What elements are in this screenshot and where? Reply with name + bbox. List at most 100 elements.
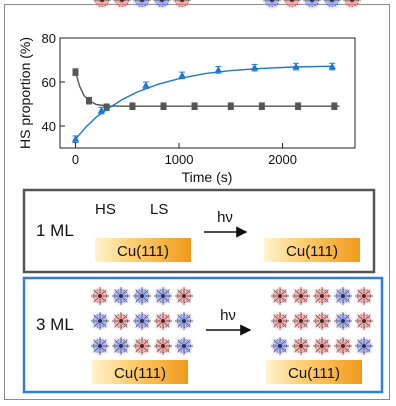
ligand-arm [323,339,329,345]
ligand-arm [281,314,287,320]
ligand-arm [302,339,308,345]
ligand-arm [273,339,279,345]
ligand-arm [114,297,120,303]
molecule-hs [353,285,375,307]
ligand-arm [177,347,183,353]
molecule-ls [152,285,174,307]
metal-center [362,294,366,298]
substrate-before-1ml [95,238,191,262]
molecule-hs [269,310,291,332]
metal-center [320,319,324,323]
ligand-arm [135,347,141,353]
ligand-arm [164,297,170,303]
ligand-shell [325,0,339,7]
molecule-ls [89,310,111,332]
metal-center [278,344,282,348]
metal-center [341,344,345,348]
molecule-ls [173,335,195,357]
ligand-arm [336,339,342,345]
molecule-hs [290,335,312,357]
substrate-label-before-3ml: Cu(111) [114,365,166,382]
data-point [191,103,198,110]
ligand-shell [115,0,129,7]
metal-center [320,294,324,298]
ligand-shell [285,0,299,7]
molecule-hs [110,310,132,332]
ligand-arm [143,297,149,303]
molecule-ls [301,0,323,11]
y-axis-label: HS proportion (%) [17,37,33,149]
molecule-ls [131,0,153,11]
substrate-after-1ml [264,238,360,262]
ligand-arm [93,347,99,353]
ligand-arm [315,347,321,353]
ligand-shell [265,0,279,7]
ligand-arm [273,347,279,353]
panel-3ml: 3 ML Cu(111) Cu(111) hν [22,276,384,394]
ligand-shell [175,0,189,7]
ligand-arm [357,347,363,353]
data-point [160,103,167,110]
metal-center [140,294,144,298]
y-tick-label: 40 [42,119,56,134]
ligand-arm [143,289,149,295]
ligand-arm [302,347,308,353]
ligand-arm [315,297,321,303]
ligand-arm [177,314,183,320]
ligand-arm [294,314,300,320]
data-point [258,103,265,110]
ligand-arm [315,322,321,328]
metal-center [100,0,104,2]
ligand-arm [164,339,170,345]
molecule-hs [290,285,312,307]
ligand-arm [114,289,120,295]
x-axis-label: Time (s) [182,169,233,185]
ligand-arm [323,289,329,295]
metal-center [320,344,324,348]
ligand-arm [143,347,149,353]
ligand-arm [323,322,329,328]
ligand-arm [344,322,350,328]
substrate-label-before-1ml: Cu(111) [117,243,169,260]
data-point [295,103,302,110]
substrate-before-3ml [92,360,188,384]
metal-center [299,294,303,298]
layer-label-3ml: 3 ML [36,315,74,334]
ligand-arm [315,339,321,345]
ligand-arm [135,289,141,295]
data-point [72,69,79,76]
x-axis-ticks: 0 1000 2000 [72,143,297,167]
data-point [97,106,106,114]
series-fit-line [74,65,335,140]
molecule-hs [269,285,291,307]
data-point [250,63,259,71]
substrate-after-3ml [266,360,362,384]
data-point [103,104,110,111]
ligand-arm [185,289,191,295]
ligand-arm [101,347,107,353]
ligand-arm [135,297,141,303]
metal-center [180,0,184,2]
ligand-arm [294,339,300,345]
data-point [227,103,234,110]
molecule-ls [110,335,132,357]
ligand-arm [177,339,183,345]
molecule-ls [261,0,283,11]
ligand-arm [281,322,287,328]
hv-label-3ml: hν [220,307,236,324]
molecule-hs [311,310,333,332]
molecule-ls [151,0,173,11]
ligand-arm [156,347,162,353]
series-fit-line [74,71,340,107]
ligand-shell [305,0,319,7]
ligand-arm [294,289,300,295]
ligand-arm [185,297,191,303]
ligand-arm [93,297,99,303]
ligand-arm [135,339,141,345]
ligand-arm [101,322,107,328]
ligand-arm [93,322,99,328]
ligand-arm [281,289,287,295]
ligand-arm [156,339,162,345]
data-point [178,71,186,78]
data-point [85,97,92,104]
